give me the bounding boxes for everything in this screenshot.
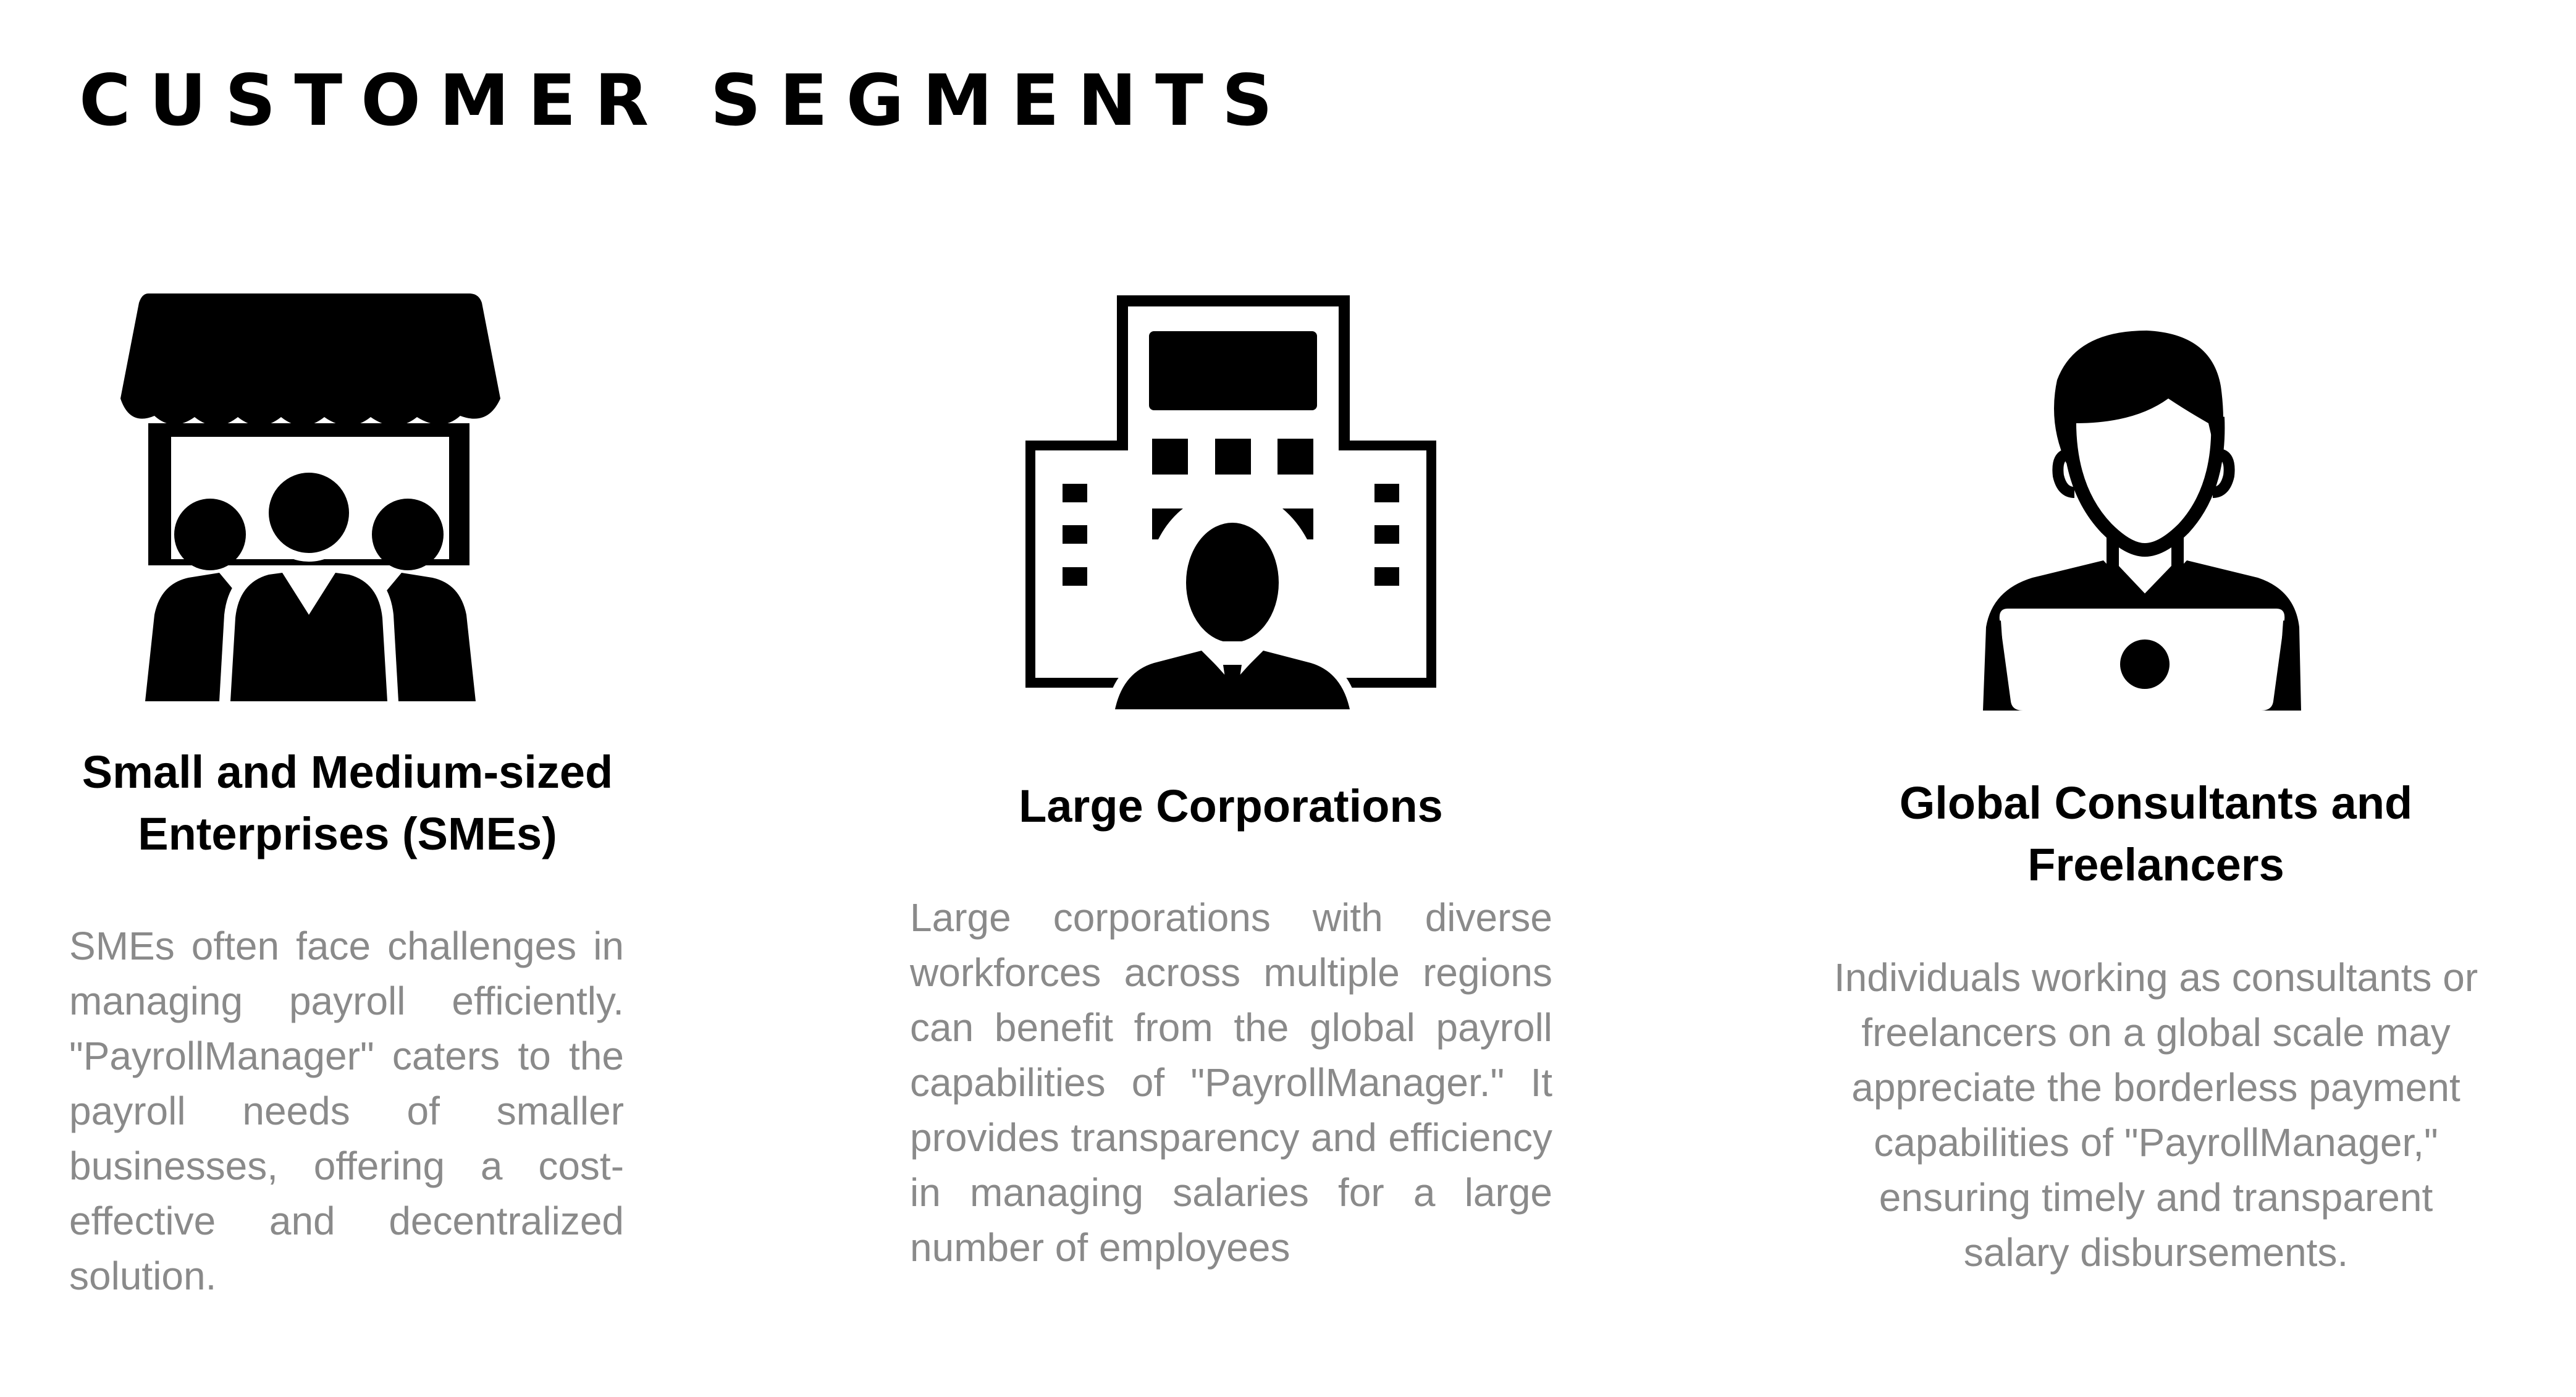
segment-title-smes: Small and Medium-sized Enterprises (SMEs… xyxy=(82,746,613,859)
segment-description-global-consultants: Individuals working as consultants or fr… xyxy=(1833,955,2478,1275)
person-laptop-icon xyxy=(1983,331,2301,711)
segment-title-global-consultants: Global Consultants and Freelancers xyxy=(1899,777,2413,890)
segment-description-large-corporations: Large corporations with diverse workforc… xyxy=(910,895,1552,1270)
segment-title-large-corporations: Large Corporations xyxy=(1019,780,1443,832)
office-building-businessman-icon xyxy=(1025,295,1436,709)
slide-title: Customer Segments xyxy=(79,59,1291,141)
storefront-people-icon xyxy=(120,293,500,701)
segment-description-smes: SMEs often face challenges in managing p… xyxy=(69,924,624,1298)
